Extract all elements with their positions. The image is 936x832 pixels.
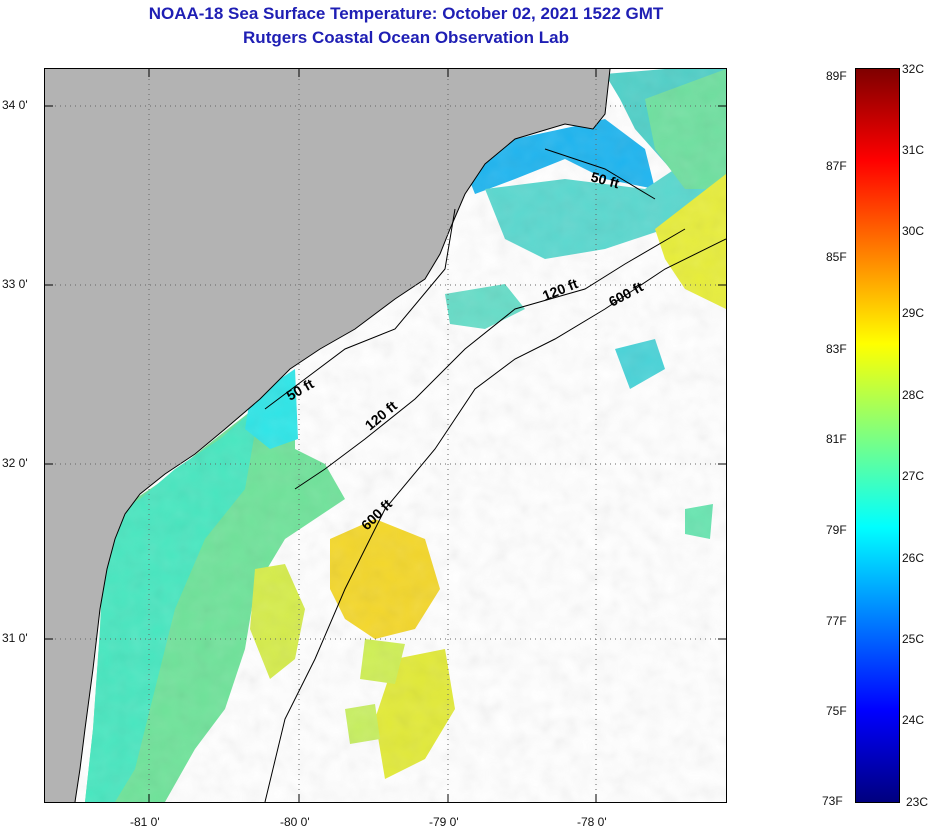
sst-map-canvas: 50 ft 120 ft 600 ft 50 ft 120 ft 600 ft — [45, 69, 726, 802]
lon-label-79: -79 0' — [429, 815, 459, 829]
cb-label-85f: 85F — [826, 250, 847, 264]
cb-label-75f: 75F — [826, 704, 847, 718]
contour-600ft — [264, 238, 726, 802]
lon-label-81: -81 0' — [130, 815, 160, 829]
cb-label-28c: 28C — [902, 388, 925, 402]
cb-label-77f: 77F — [826, 614, 847, 628]
cb-label-73f: 73F — [822, 794, 843, 808]
lat-label-32: 32 0' — [2, 456, 28, 470]
cb-label-23c: 23C — [906, 795, 929, 809]
cb-label-83f: 83F — [826, 342, 847, 356]
cb-label-29c: 29C — [902, 306, 925, 320]
cb-label-87f: 87F — [826, 159, 847, 173]
map-title: NOAA-18 Sea Surface Temperature: October… — [148, 4, 664, 23]
cb-label-79f: 79F — [826, 523, 847, 537]
contour-50ft — [264, 148, 656, 410]
depth-contours — [264, 148, 726, 802]
cb-label-89f: 89F — [826, 69, 847, 83]
cb-label-26c: 26C — [902, 551, 925, 565]
lon-label-78: -78 0' — [577, 815, 607, 829]
cb-label-32c: 32C — [902, 62, 925, 76]
coastline — [74, 69, 611, 802]
cb-label-27c: 27C — [902, 469, 925, 483]
contour-120ft — [294, 228, 686, 490]
lat-label-33: 33 0' — [2, 277, 28, 291]
lat-label-31: 31 0' — [2, 631, 28, 645]
graticule — [45, 69, 726, 802]
map-subtitle: Rutgers Coastal Ocean Observation Lab — [243, 28, 569, 47]
cb-label-31c: 31C — [902, 143, 925, 157]
map-ticks — [45, 69, 726, 802]
cb-label-30c: 30C — [902, 224, 925, 238]
cb-label-24c: 24C — [902, 713, 925, 727]
contour-label-50ft-north: 50 ft — [589, 168, 621, 191]
cb-label-81f: 81F — [826, 432, 847, 446]
cb-label-25c: 25C — [902, 632, 925, 646]
lat-label-34: 34 0' — [2, 98, 28, 112]
lon-label-80: -80 0' — [280, 815, 310, 829]
land-mass — [45, 69, 610, 802]
sst-map: 50 ft 120 ft 600 ft 50 ft 120 ft 600 ft — [44, 68, 727, 803]
temperature-colorbar — [855, 68, 900, 803]
